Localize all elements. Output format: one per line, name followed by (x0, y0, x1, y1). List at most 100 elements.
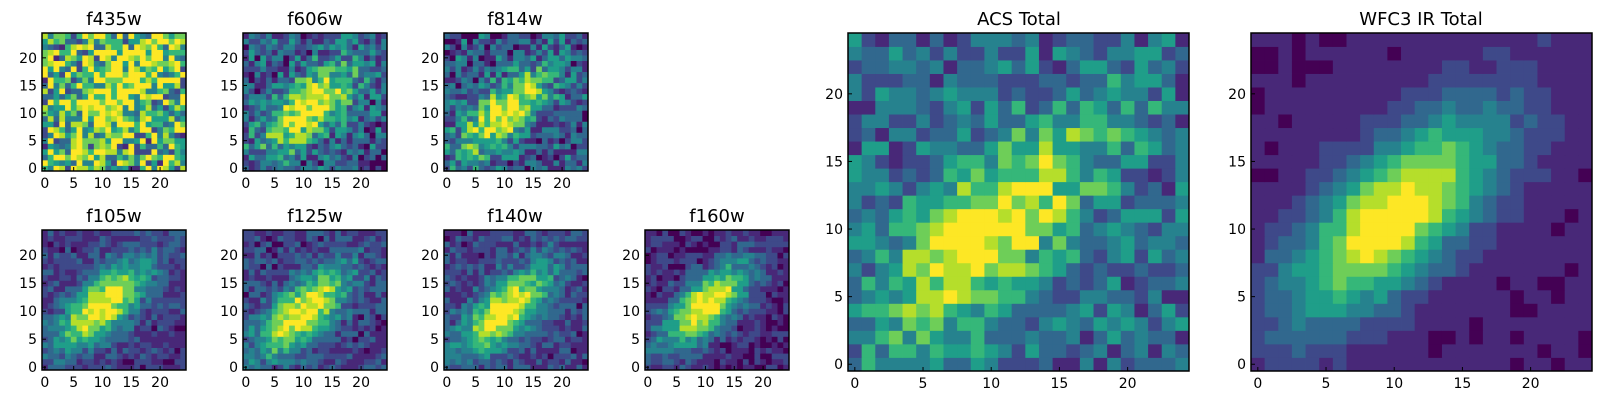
heatmap-cell-f140w (501, 330, 508, 337)
heatmap-cell-f435w (174, 99, 181, 106)
heatmap-cell-f105w (93, 235, 100, 242)
frame-f160w (644, 229, 790, 371)
heatmap-cell-f125w (254, 347, 261, 354)
heatmap-cell-f606w (363, 38, 371, 45)
heatmap-cell-f105w (105, 274, 112, 281)
heatmap-cell-f606w (266, 148, 273, 155)
heatmap-cell-f140w (484, 325, 491, 332)
heatmap-cell-f160w (777, 230, 784, 236)
heatmap-cell-f105w (116, 252, 124, 259)
heatmap-cell-f606w (335, 71, 342, 78)
heatmap-cell-f140w (518, 230, 526, 236)
heatmap-cell-f160w (668, 302, 675, 309)
heatmap-cell-f160w (771, 235, 778, 242)
heatmap-cell-f606w (329, 88, 336, 95)
heatmap-cell-f160w (783, 319, 790, 326)
heatmap-cell-f160w (685, 314, 692, 320)
heatmap-cell-f140w (570, 336, 577, 343)
heatmap-cell-f140w (541, 291, 549, 298)
heatmap-cell-f606w (358, 49, 365, 56)
heatmap-cell-f435w (93, 88, 100, 95)
y-tick-label: 15 (220, 78, 238, 94)
heatmap-cell-f814w (444, 154, 451, 161)
heatmap-cell-f606w (254, 60, 261, 67)
heatmap-cell-f125w (375, 235, 382, 242)
heatmap-cell-f606w (277, 104, 284, 111)
heatmap-cell-f435w (157, 66, 164, 73)
heatmap-cell-f814w (513, 143, 520, 150)
heatmap-cell-f606w (294, 148, 301, 155)
heatmap-cell-f606w (346, 88, 353, 95)
heatmap-cell-f814w (547, 115, 554, 122)
heatmap-cell-f160w (737, 269, 744, 276)
heatmap-cell-f105w (174, 230, 181, 236)
heatmap-cell-f606w (363, 71, 371, 78)
heatmap-cell-f105w (82, 230, 89, 236)
heatmap-cell-acs-total (888, 357, 903, 372)
heatmap-cell-acs-total (1107, 208, 1122, 223)
heatmap-cell-f160w (702, 302, 709, 309)
heatmap-cell-f606w (260, 121, 267, 128)
heatmap-cell-f105w (162, 314, 170, 320)
heatmap-cell-f435w (105, 77, 112, 84)
heatmap-cell-f814w (449, 159, 456, 166)
heatmap-cell-f140w (513, 308, 520, 315)
heatmap-cell-acs-total (888, 249, 903, 264)
heatmap-cell-f125w (375, 302, 382, 309)
heatmap-cell-f140w (564, 274, 572, 281)
heatmap-cell-f125w (329, 314, 336, 320)
heatmap-cell-f160w (760, 269, 767, 276)
heatmap-cell-f435w (88, 132, 95, 139)
heatmap-cell-f606w (363, 159, 371, 166)
panel-title-f140w: f140w (487, 206, 542, 227)
heatmap-cell-f140w (547, 258, 554, 264)
heatmap-cell-f814w (576, 126, 583, 133)
heatmap-cell-f160w (691, 286, 698, 292)
heatmap-cell-f140w (472, 230, 479, 236)
heatmap-cell-acs-total (957, 141, 972, 156)
heatmap-cell-f140w (513, 286, 520, 292)
heatmap-cell-f435w (82, 104, 89, 111)
heatmap-cell-f140w (501, 353, 508, 360)
heatmap-cell-f125w (289, 274, 296, 281)
heatmap-cell-f105w (88, 241, 95, 248)
heatmap-cell-f160w (748, 336, 755, 343)
heatmap-cell-acs-total (861, 316, 876, 331)
heatmap-cell-f435w (116, 88, 124, 95)
heatmap-cell-f435w (88, 121, 95, 128)
heatmap-cell-f814w (541, 137, 549, 144)
heatmap-cell-f814w (524, 49, 531, 56)
heatmap-cell-f105w (151, 263, 158, 270)
heatmap-cell-f435w (122, 38, 129, 45)
heatmap-cell-f160w (679, 302, 686, 309)
heatmap-cell-f140w (576, 353, 583, 360)
heatmap-cell-f435w (65, 126, 72, 133)
heatmap-cell-f125w (329, 308, 336, 315)
heatmap-cell-f160w (691, 291, 698, 298)
heatmap-cell-acs-total (1025, 316, 1040, 331)
heatmap-cell-f435w (168, 154, 175, 161)
heatmap-cell-acs-total (1052, 289, 1067, 304)
heatmap-cell-acs-total (888, 235, 903, 250)
heatmap-cell-f140w (513, 330, 520, 337)
heatmap-cell-f140w (467, 235, 474, 242)
heatmap-cell-f435w (59, 82, 66, 89)
heatmap-cell-f125w (352, 286, 359, 292)
heatmap-cell-f140w (582, 258, 589, 264)
heatmap-cell-f125w (323, 280, 330, 287)
heatmap-cell-f606w (323, 115, 330, 122)
heatmap-cell-f435w (105, 44, 112, 50)
heatmap-cell-f435w (70, 77, 77, 84)
heatmap-cell-f125w (375, 246, 382, 253)
heatmap-cell-f105w (145, 336, 152, 343)
heatmap-cell-f105w (59, 274, 66, 281)
heatmap-cell-f160w (708, 274, 715, 281)
heatmap-cell-f606w (277, 165, 284, 172)
heatmap-cell-f160w (765, 280, 773, 287)
heatmap-cell-f105w (151, 297, 158, 304)
heatmap-cell-f435w (145, 88, 152, 95)
heatmap-cell-f606w (277, 148, 284, 155)
heatmap-cell-f105w (82, 330, 89, 337)
heatmap-cell-f435w (168, 110, 175, 117)
